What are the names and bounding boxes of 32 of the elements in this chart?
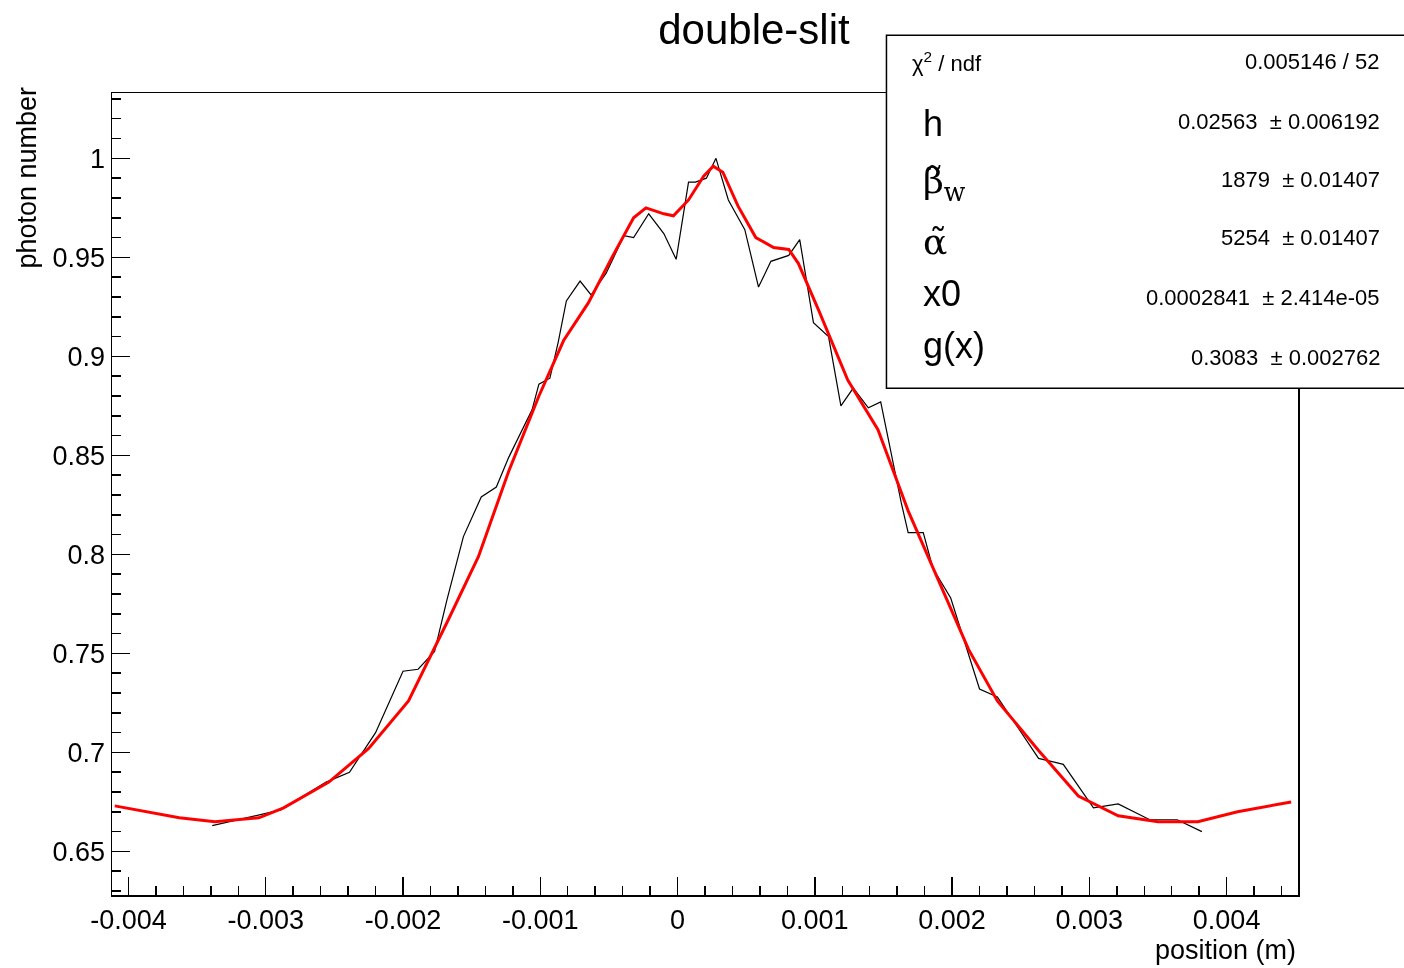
y-tick-label: 0.9 [67,341,106,372]
y-tick-label: 0.7 [67,737,106,768]
annotation: 0.0002841 ± 2.414e-05 [1146,285,1380,310]
annotation: g(x) [923,325,985,366]
annotation: β̃$_{w}$ [923,160,966,207]
y-tick-label: 0.85 [52,440,106,471]
annotation: x0 [923,273,962,314]
annotation: 5254 ± 0.01407 [1221,225,1380,250]
annotation: α̃ [923,221,948,262]
text: χ$^{2}$ / ndf [912,48,982,77]
y-tick-label: 0.8 [67,539,106,570]
x-tick-label: 0.003 [1055,904,1124,935]
text: 0.005146 / 52 [1245,49,1380,74]
chart-title: double-slit [658,5,850,53]
x-tick-label: -0.004 [90,904,167,935]
annotation: 0.3083 ± 0.002762 [1191,345,1381,370]
x-tick-label: 0.001 [781,904,849,935]
y-tick-label: 0.75 [52,638,106,669]
x-tick-label: 0.004 [1192,904,1261,935]
y-tick-label: 1 [90,143,106,174]
x-tick-label: 0 [670,904,686,935]
x-tick-label: -0.002 [364,904,442,935]
x-tick-label: 0.002 [918,904,986,935]
y-axis-title: photon number [11,86,42,269]
annotation: h [923,103,944,144]
y-tick-label: 0.65 [52,836,106,867]
x-axis-title: position (m) [1155,935,1297,965]
x-tick-label: -0.003 [227,904,305,935]
x-tick-label: -0.001 [502,904,579,935]
annotation: 0.02563 ± 0.006192 [1178,109,1380,134]
annotation: 1879 ± 0.01407 [1221,167,1380,192]
y-tick-label: 0.95 [52,242,106,273]
